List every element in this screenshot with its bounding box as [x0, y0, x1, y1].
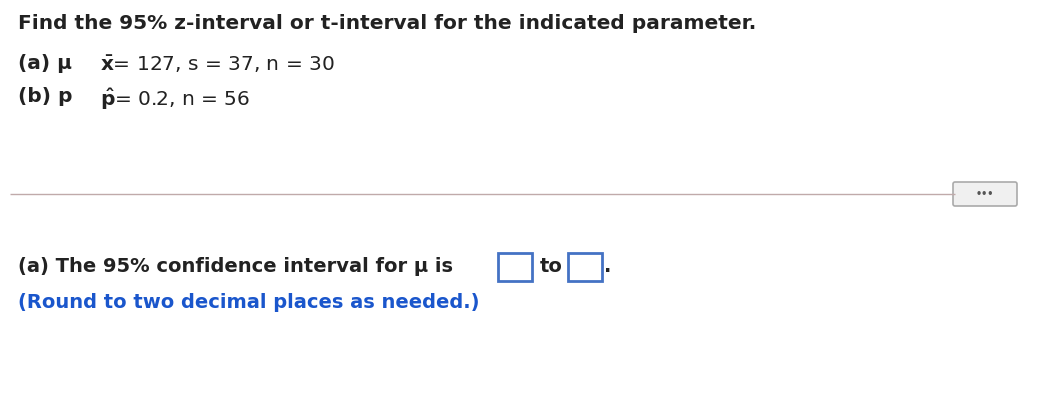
Text: .: .	[604, 257, 611, 276]
Text: •••: •••	[976, 189, 994, 199]
Text: $\mathbf{\bar{x}}$= 127, s = 37, n = 30: $\mathbf{\bar{x}}$= 127, s = 37, n = 30	[100, 54, 335, 75]
Text: $\mathbf{\hat{p}}$= 0.2, n = 56: $\mathbf{\hat{p}}$= 0.2, n = 56	[100, 87, 250, 112]
Text: (b) p: (b) p	[18, 87, 73, 106]
FancyBboxPatch shape	[568, 253, 602, 281]
Text: (Round to two decimal places as needed.): (Round to two decimal places as needed.)	[18, 293, 480, 312]
Text: (a) The 95% confidence interval for μ is: (a) The 95% confidence interval for μ is	[18, 257, 453, 276]
Text: (a) μ: (a) μ	[18, 54, 72, 73]
Text: to: to	[540, 257, 563, 276]
Text: Find the 95% z-interval or t-interval for the indicated parameter.: Find the 95% z-interval or t-interval fo…	[18, 14, 756, 33]
FancyBboxPatch shape	[953, 182, 1017, 206]
FancyBboxPatch shape	[498, 253, 532, 281]
